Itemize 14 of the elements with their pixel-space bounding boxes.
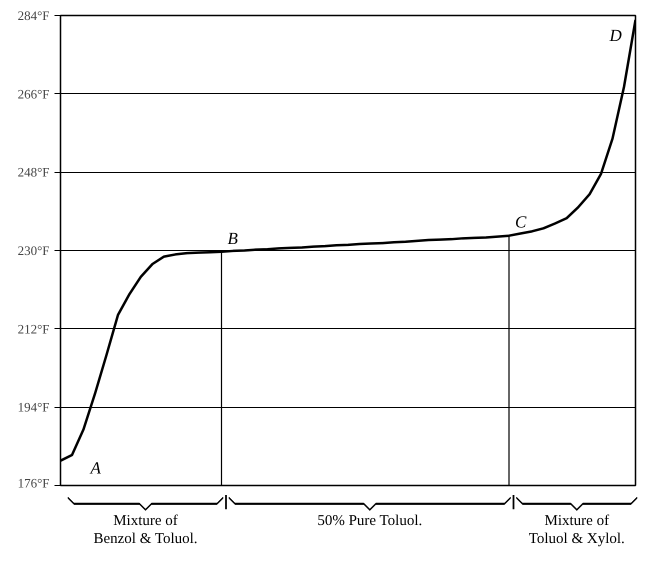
y-tick-label: 212°F [18, 321, 50, 336]
y-tick-label: 248°F [18, 164, 50, 180]
y-tick-label: 194°F [18, 400, 50, 415]
y-tick-label: 266°F [18, 86, 50, 102]
y-tick-label: 176°F [18, 476, 50, 490]
text: Mixture of Toluol & Xylol. [528, 512, 625, 548]
text: Mixture of Benzol & Toluol. [93, 512, 198, 548]
y-tick-label: 230°F [18, 243, 50, 258]
annotation: D [608, 26, 622, 45]
text: 50% Pure Toluol. [317, 512, 422, 530]
annotation: A [90, 458, 102, 478]
y-tick-label: 284°F [18, 8, 50, 23]
annotation: C [515, 212, 527, 232]
annotation: B [228, 228, 238, 248]
